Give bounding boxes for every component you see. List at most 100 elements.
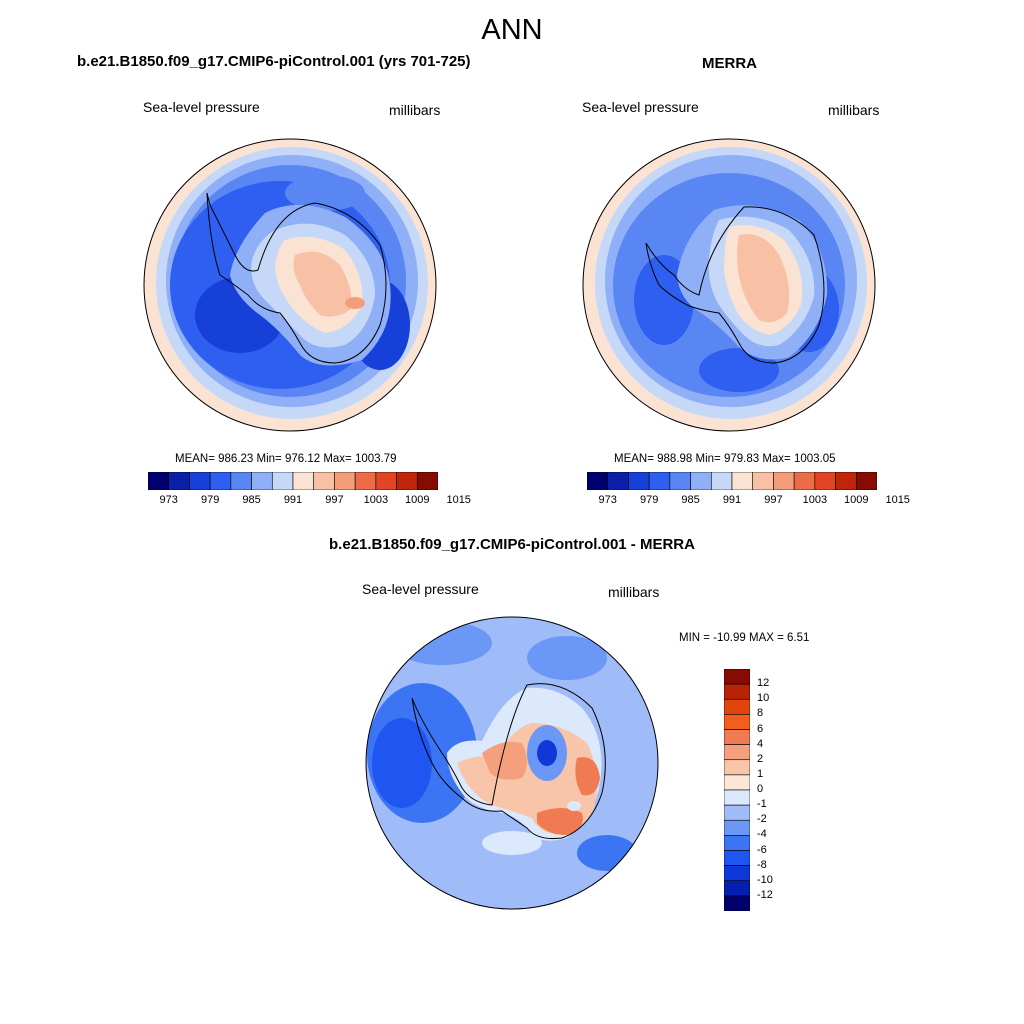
diff-near-zero-region [567, 801, 581, 811]
diff-variable-label: Sea-level pressure [362, 581, 479, 597]
colorbar-tick-label: 991 [283, 494, 303, 506]
diff-negative-minimum [537, 740, 557, 766]
colorbar-tick-label: 979 [200, 494, 220, 506]
colorbar-swatch [724, 714, 750, 730]
colorbar-tick-label: 12 [757, 677, 770, 690]
colorbar-swatch [724, 880, 750, 897]
colorbar-tick-label: 6 [757, 722, 764, 735]
figure-title: ANN [481, 14, 543, 46]
colorbar-swatch [814, 472, 836, 490]
model-variable-label: Sea-level pressure [143, 99, 260, 115]
colorbar-swatch [396, 472, 418, 490]
diff-polar-map [365, 616, 659, 910]
colorbar-tick-label: 1015 [446, 494, 471, 506]
colorbar-tick-label: 8 [757, 707, 764, 720]
colorbar-tick-label: 985 [681, 494, 700, 506]
colorbar-swatch [648, 472, 671, 490]
model-contour-band [285, 175, 365, 211]
obs-units-label: millibars [828, 102, 880, 118]
colorbar-tick-label: 1009 [405, 494, 430, 506]
colorbar-swatch [724, 759, 750, 776]
colorbar-swatch [209, 472, 232, 490]
colorbar-swatch [724, 683, 750, 700]
colorbar-tick-label: -4 [757, 828, 767, 841]
colorbar-swatch [148, 472, 170, 490]
colorbar-swatch [724, 789, 750, 806]
colorbar-swatch [313, 472, 335, 490]
colorbar-swatch [752, 472, 774, 490]
colorbar-tick-label: 973 [598, 494, 617, 506]
colorbar-tick-label: -10 [757, 873, 773, 886]
colorbar-swatch [690, 472, 712, 490]
colorbar-tick-label: 1003 [363, 494, 389, 506]
model-units-label: millibars [389, 102, 441, 118]
colorbar-tick-label: 0 [757, 783, 764, 795]
colorbar-swatch [354, 472, 377, 490]
diff-positive-region [537, 808, 583, 835]
colorbar-swatch [724, 865, 750, 882]
colorbar-tick-label: 973 [159, 494, 178, 506]
colorbar-swatch [375, 472, 397, 490]
obs-colorbar [587, 472, 877, 490]
diff-colorbar-ticks: 12 10 8 6 4 2 1 0 -1 -2 -4 -6 -8 -10 -12 [757, 669, 797, 911]
colorbar-swatch [724, 729, 750, 745]
obs-panel-title: MERRA [702, 55, 757, 72]
colorbar-swatch [724, 744, 750, 761]
colorbar-swatch [731, 472, 754, 490]
diff-negative-region [527, 636, 607, 680]
colorbar-swatch [793, 472, 816, 490]
colorbar-swatch [835, 472, 857, 490]
colorbar-tick-label: 997 [325, 494, 344, 506]
obs-coastline [645, 206, 825, 364]
diff-map-border [365, 616, 659, 910]
model-high-center [293, 251, 352, 317]
colorbar-tick-label: 1003 [802, 494, 828, 506]
diff-negative-region [372, 718, 432, 808]
colorbar-tick-label: 997 [764, 494, 783, 506]
colorbar-swatch [271, 472, 294, 490]
colorbar-swatch [724, 835, 750, 851]
colorbar-tick-label: 1009 [844, 494, 869, 506]
colorbar-swatch [724, 698, 750, 715]
diff-negative-region [577, 835, 637, 871]
colorbar-swatch [168, 472, 190, 490]
colorbar-tick-label: 991 [722, 494, 742, 506]
colorbar-swatch [669, 472, 691, 490]
obs-polar-map [582, 138, 876, 432]
diff-stats: MIN = -10.99 MAX = 6.51 [679, 632, 810, 644]
obs-stats: MEAN= 988.98 Min= 979.83 Max= 1003.05 [614, 453, 836, 465]
obs-low-center [699, 348, 779, 392]
model-colorbar-ticks: 973 979 985 991 997 1003 1009 1015 [148, 494, 471, 510]
obs-variable-label: Sea-level pressure [582, 99, 699, 115]
obs-high-center [736, 234, 790, 323]
colorbar-tick-label: 4 [757, 737, 764, 750]
colorbar-tick-label: 1 [757, 767, 764, 780]
model-colorbar [148, 472, 438, 490]
colorbar-swatch [628, 472, 650, 490]
colorbar-swatch [416, 472, 438, 490]
colorbar-swatch [724, 774, 750, 791]
model-coastline [206, 192, 387, 364]
colorbar-swatch [607, 472, 629, 490]
colorbar-tick-label: -2 [757, 813, 767, 826]
obs-colorbar-ticks: 973 979 985 991 997 1003 1009 1015 [587, 494, 910, 510]
diff-units-label: millibars [608, 584, 660, 600]
diff-coastline [411, 683, 606, 839]
colorbar-tick-label: -8 [757, 858, 767, 871]
colorbar-swatch [724, 669, 750, 685]
colorbar-swatch [334, 472, 356, 490]
model-map-border [143, 138, 437, 432]
colorbar-swatch [724, 895, 750, 911]
colorbar-tick-label: -1 [757, 798, 767, 811]
diff-positive-region [575, 757, 600, 796]
colorbar-tick-label: -12 [757, 888, 773, 901]
obs-map-border [582, 138, 876, 432]
colorbar-swatch [724, 819, 750, 836]
colorbar-swatch [724, 850, 750, 866]
colorbar-swatch [855, 472, 877, 490]
model-panel-title: b.e21.B1850.f09_g17.CMIP6-piControl.001 … [77, 53, 471, 70]
model-high-center [345, 297, 365, 309]
colorbar-tick-label: 1015 [885, 494, 910, 506]
model-stats: MEAN= 986.23 Min= 976.12 Max= 1003.79 [175, 453, 397, 465]
diff-colorbar [724, 669, 750, 911]
